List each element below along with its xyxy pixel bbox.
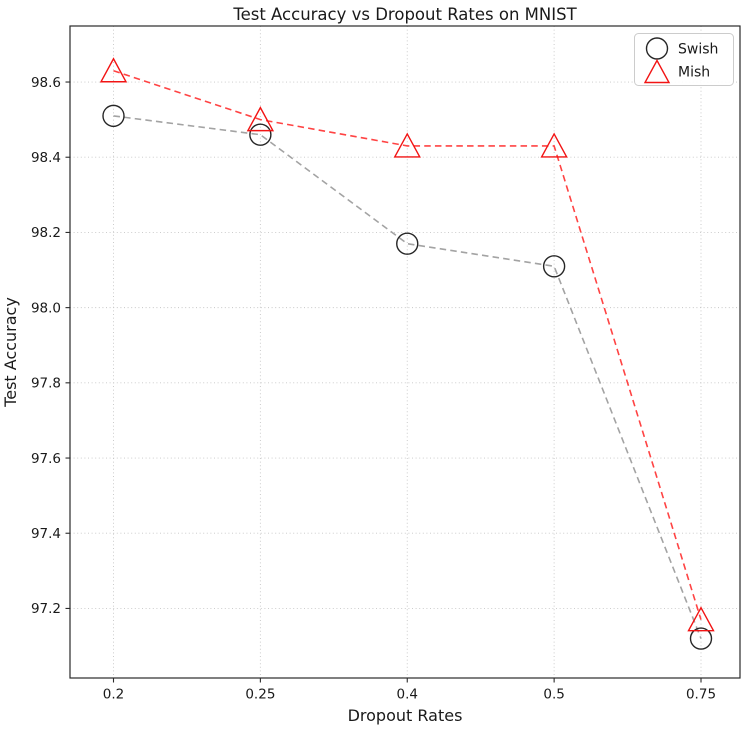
x-tick-label: 0.2 xyxy=(103,687,124,703)
data-point-swish xyxy=(249,123,272,146)
data-point-mish xyxy=(99,57,128,83)
series-line-swish xyxy=(113,115,702,639)
data-point-swish xyxy=(689,627,713,650)
y-tick-label: 98.6 xyxy=(31,75,61,91)
legend-label-swish: Swish xyxy=(678,42,718,58)
legend-label-mish: Mish xyxy=(678,65,710,81)
data-point-swish xyxy=(542,255,566,278)
x-axis-label: Dropout Rates xyxy=(348,706,463,725)
axis-ticks: 0.2 0.25 0.4 0.5 0.75 97.2 97.4 97.6 97.8 98.0 98.… xyxy=(31,75,716,703)
data-point-mish xyxy=(687,606,715,632)
data-point-swish xyxy=(102,104,125,128)
y-tick-label: 97.4 xyxy=(31,526,61,542)
y-tick-label: 98.0 xyxy=(31,300,61,316)
y-axis-label: Test Accuracy xyxy=(1,297,20,408)
data-point-mish xyxy=(246,106,275,132)
data-point-swish xyxy=(396,232,419,255)
data-point-mish xyxy=(540,132,568,158)
y-tick-label: 98.2 xyxy=(31,225,61,241)
plot-border xyxy=(69,25,741,679)
series-line-mish xyxy=(113,69,702,620)
y-tick-label: 97.8 xyxy=(31,376,61,392)
x-tick-label: 0.5 xyxy=(543,687,564,703)
chart-title: Test Accuracy vs Dropout Rates on MNIST xyxy=(232,5,577,24)
x-tick-label: 0.4 xyxy=(397,687,418,703)
x-tick-label: 0.75 xyxy=(686,687,716,703)
legend-swish-circle-icon xyxy=(645,37,669,60)
data-series xyxy=(99,57,715,650)
data-point-mish xyxy=(393,132,421,158)
y-tick-label: 97.6 xyxy=(31,451,61,467)
legend-box xyxy=(634,33,734,86)
y-tick-label: 98.4 xyxy=(31,150,61,166)
y-tick-label: 97.2 xyxy=(31,601,61,617)
legend: Swish Mish xyxy=(634,33,734,86)
legend-mish-triangle-icon xyxy=(643,59,671,84)
x-tick-label: 0.25 xyxy=(245,687,275,703)
